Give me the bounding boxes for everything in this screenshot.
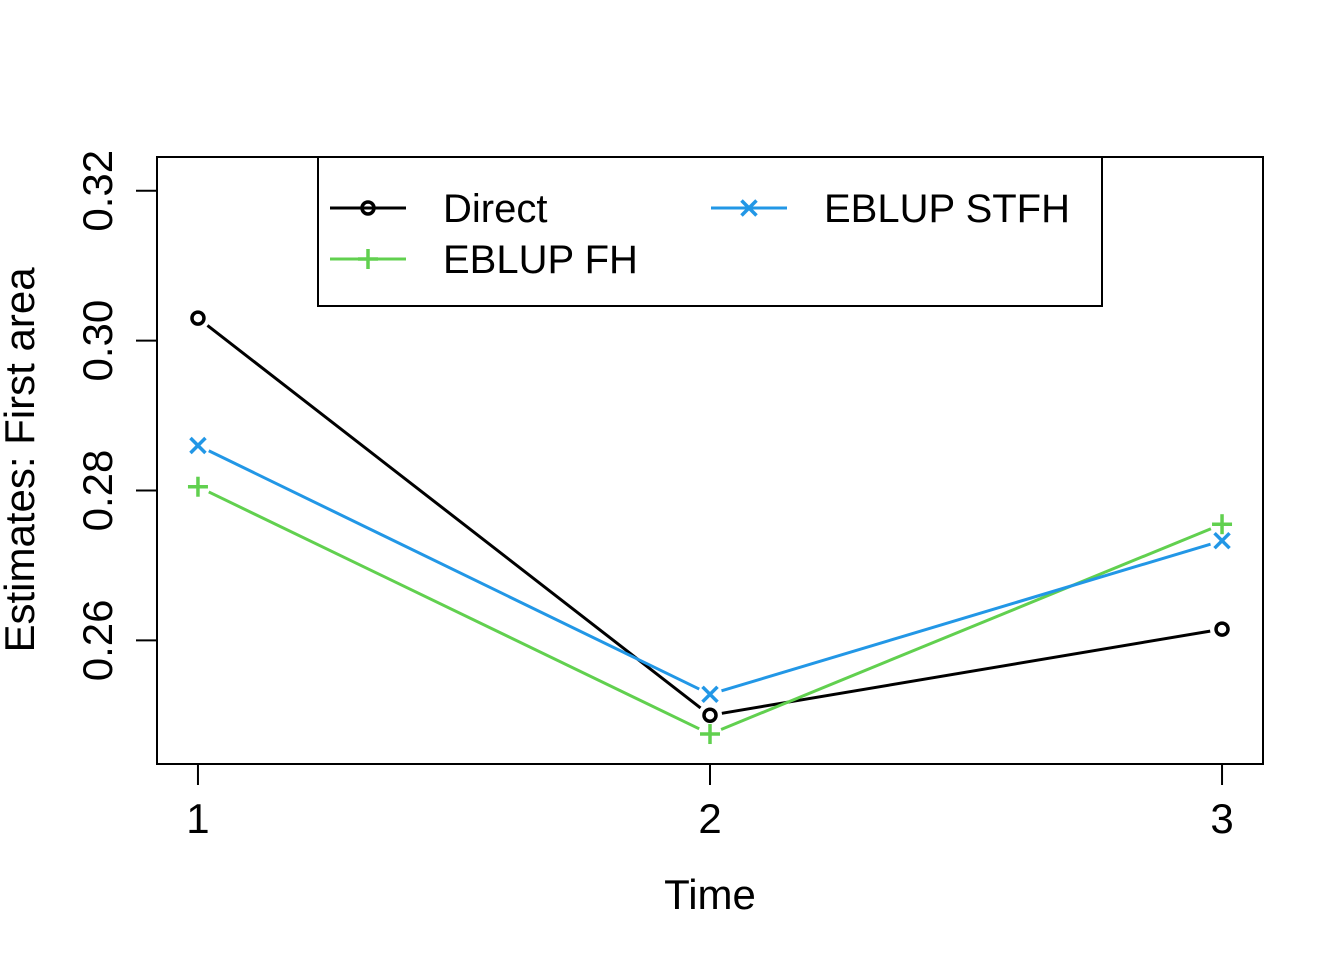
series-layer	[187, 310, 1233, 745]
data-point	[701, 685, 719, 704]
legend-swatch-marker	[740, 199, 758, 217]
x-tick-label: 2	[698, 795, 721, 842]
series-line-segment	[206, 324, 702, 710]
legend-swatch-marker	[358, 249, 378, 269]
series-direct	[190, 310, 1230, 724]
data-point-shape	[702, 707, 718, 724]
series-eblup-fh	[187, 476, 1233, 745]
legend: Direct EBLUP FH EBLUP STFH	[317, 156, 1103, 307]
series-line-segment	[720, 527, 1212, 731]
series-line-segment	[208, 449, 700, 691]
y-tick-label: 0.32	[74, 150, 121, 232]
x-axis-title: Time	[664, 871, 756, 918]
y-tick-label: 0.26	[74, 599, 121, 681]
series-eblup-stfh	[189, 436, 1231, 704]
x-axis: 1 2 3	[186, 763, 1234, 842]
data-point	[1213, 531, 1231, 550]
legend-box	[317, 156, 1103, 307]
legend-swatch-marker-b	[740, 199, 758, 217]
legend-label: EBLUP FH	[443, 238, 638, 282]
data-point	[1212, 514, 1233, 535]
y-axis: 0.26 0.28 0.30 0.32	[74, 150, 158, 681]
legend-label: Direct	[443, 187, 547, 231]
legend-item: EBLUP FH	[330, 238, 638, 282]
data-point	[189, 436, 207, 455]
x-tick-label: 3	[1210, 795, 1233, 842]
legend-swatch-marker	[360, 200, 376, 216]
legend-swatch-marker-shape	[360, 200, 376, 216]
series-line-segment	[721, 542, 1211, 693]
x-tick-label: 1	[186, 795, 209, 842]
legend-item: EBLUP STFH	[711, 187, 1070, 231]
y-tick-label: 0.28	[74, 450, 121, 532]
series-line-segment	[721, 629, 1211, 715]
data-point	[1214, 621, 1230, 637]
series-line-segment	[208, 490, 700, 731]
legend-label: EBLUP STFH	[824, 187, 1070, 231]
data-point-b	[701, 685, 719, 704]
data-point-shape	[190, 310, 206, 326]
data-point	[702, 707, 718, 724]
y-tick-label: 0.30	[74, 300, 121, 382]
data-point-b	[1213, 531, 1231, 550]
y-axis-title: Estimates: First area	[0, 267, 43, 653]
data-point-shape	[1214, 621, 1230, 637]
data-point-b	[189, 436, 207, 455]
data-point	[700, 724, 720, 745]
legend-item: Direct	[330, 187, 547, 231]
data-point	[190, 310, 206, 326]
data-point	[187, 476, 208, 497]
